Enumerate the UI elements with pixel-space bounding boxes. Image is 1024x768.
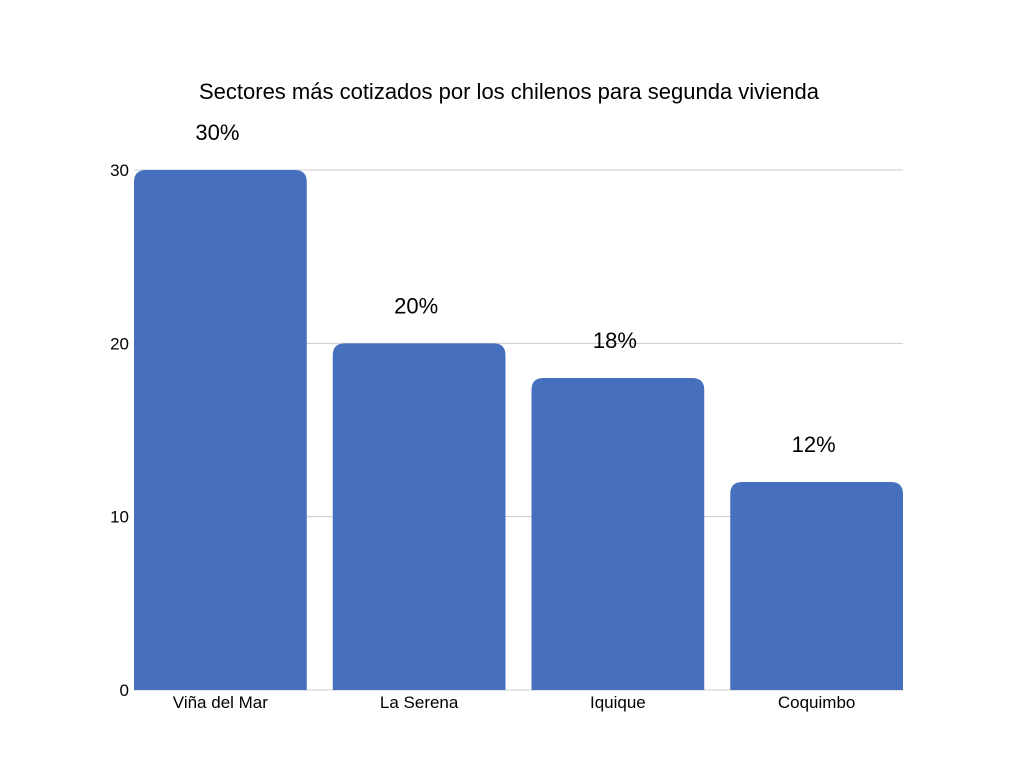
chart-title: Sectores más cotizados por los chilenos … [199,79,820,104]
y-tick-label: 30 [110,161,129,180]
data-label: 18% [593,328,637,353]
bar [332,343,506,690]
x-tick-label: Viña del Mar [173,693,268,712]
x-tick-label: Coquimbo [778,693,856,712]
bar [134,170,307,690]
y-tick-label: 10 [110,508,129,527]
x-tick-label: Iquique [590,693,646,712]
y-tick-label: 20 [110,334,129,353]
y-tick-label: 0 [120,681,129,700]
data-label: 20% [394,293,438,318]
bar [730,482,903,690]
data-label: 30% [195,120,239,145]
x-tick-label: La Serena [380,693,459,712]
labels-layer: 0 10 20 30 30% Viña del Mar 20% La Serena 18% Iqu… [110,120,855,712]
data-label: 12% [792,432,836,457]
bar [531,378,705,690]
bars-layer [134,170,903,690]
